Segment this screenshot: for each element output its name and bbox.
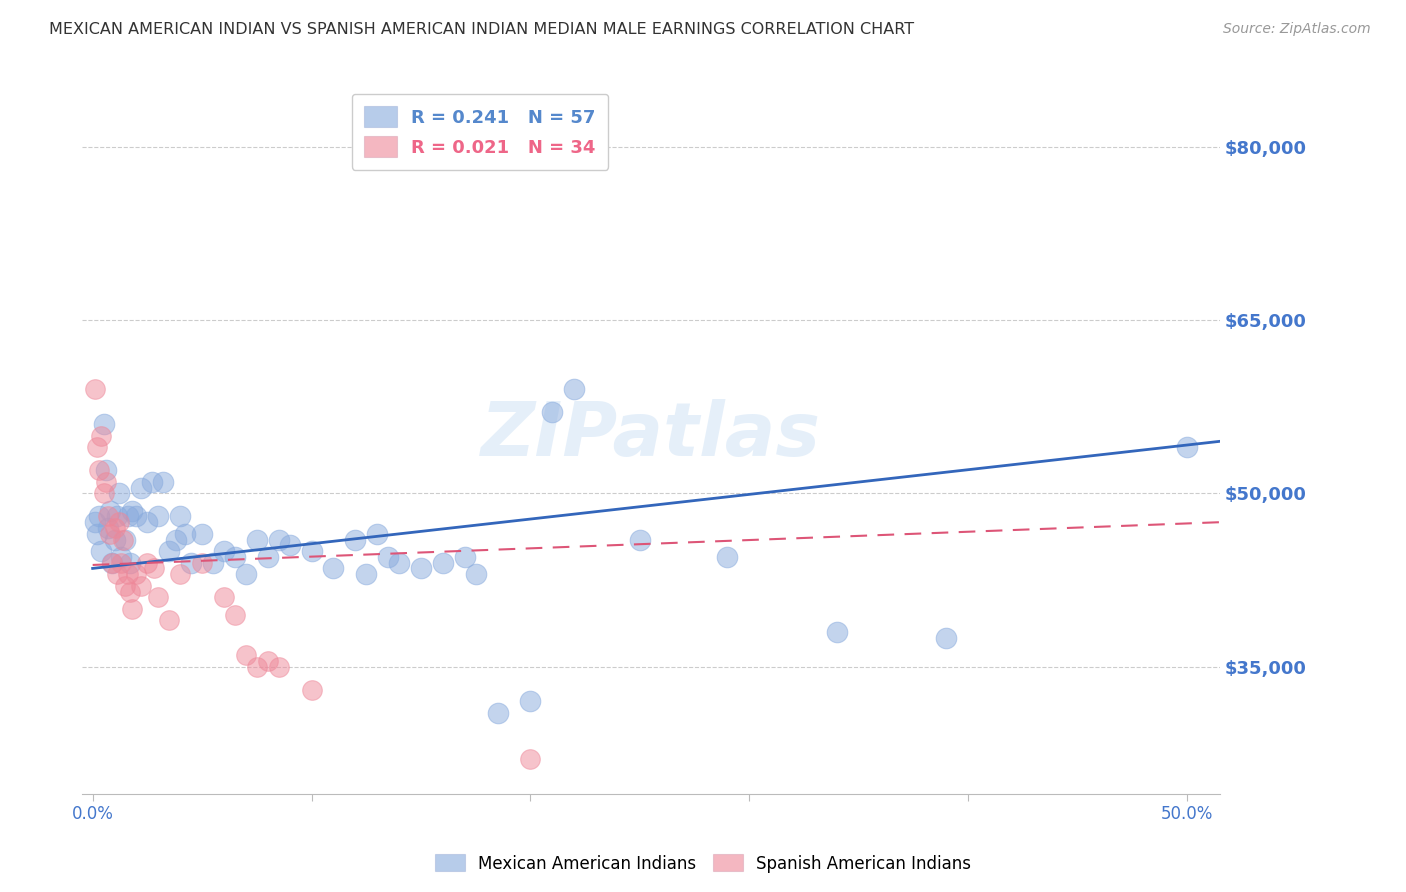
Point: [180, 556, 202, 570]
Point: [301, 682, 323, 697]
Point: [105, 567, 128, 582]
Point: [267, 533, 290, 547]
Point: [93, 417, 115, 431]
Point: [519, 694, 541, 708]
Point: [94, 463, 117, 477]
Point: [148, 509, 170, 524]
Point: [98, 503, 121, 517]
Point: [1175, 440, 1198, 454]
Point: [157, 544, 180, 558]
Point: [191, 556, 214, 570]
Point: [464, 567, 486, 582]
Point: [173, 526, 195, 541]
Point: [165, 533, 187, 547]
Point: [256, 549, 278, 564]
Point: [169, 509, 191, 524]
Point: [246, 659, 269, 673]
Point: [212, 591, 235, 605]
Point: [486, 706, 509, 720]
Point: [157, 614, 180, 628]
Point: [114, 579, 136, 593]
Point: [121, 602, 143, 616]
Point: [136, 556, 159, 570]
Point: [94, 475, 117, 489]
Point: [235, 648, 257, 662]
Point: [90, 544, 112, 558]
Point: [89, 463, 111, 477]
Point: [86, 440, 108, 454]
Text: MEXICAN AMERICAN INDIAN VS SPANISH AMERICAN INDIAN MEDIAN MALE EARNINGS CORRELAT: MEXICAN AMERICAN INDIAN VS SPANISH AMERI…: [49, 22, 914, 37]
Legend: R = 0.241   N = 57, R = 0.021   N = 34: R = 0.241 N = 57, R = 0.021 N = 34: [352, 94, 609, 169]
Point: [388, 556, 411, 570]
Point: [628, 533, 651, 547]
Point: [235, 567, 257, 582]
Text: Source: ZipAtlas.com: Source: ZipAtlas.com: [1223, 22, 1371, 37]
Point: [136, 515, 159, 529]
Point: [224, 549, 246, 564]
Text: ZIPatlas: ZIPatlas: [481, 399, 821, 472]
Point: [432, 556, 454, 570]
Point: [129, 579, 152, 593]
Point: [267, 659, 290, 673]
Legend: Mexican American Indians, Spanish American Indians: Mexican American Indians, Spanish Americ…: [427, 847, 979, 880]
Point: [344, 533, 367, 547]
Point: [191, 526, 214, 541]
Point: [108, 486, 131, 500]
Point: [301, 544, 323, 558]
Point: [86, 526, 108, 541]
Point: [256, 654, 278, 668]
Point: [169, 567, 191, 582]
Point: [97, 521, 120, 535]
Point: [103, 533, 125, 547]
Point: [110, 556, 132, 570]
Point: [110, 549, 132, 564]
Point: [322, 561, 344, 575]
Point: [108, 515, 131, 529]
Point: [118, 556, 141, 570]
Point: [142, 561, 165, 575]
Point: [101, 556, 124, 570]
Point: [93, 486, 115, 500]
Point: [114, 533, 136, 547]
Point: [83, 382, 105, 396]
Point: [354, 567, 377, 582]
Point: [278, 538, 301, 552]
Point: [224, 607, 246, 622]
Point: [246, 533, 269, 547]
Point: [141, 475, 163, 489]
Point: [409, 561, 432, 575]
Point: [935, 631, 957, 645]
Point: [562, 382, 585, 396]
Point: [148, 591, 170, 605]
Point: [118, 584, 141, 599]
Point: [121, 503, 143, 517]
Point: [117, 567, 139, 582]
Point: [125, 509, 148, 524]
Point: [454, 549, 477, 564]
Point: [716, 549, 738, 564]
Point: [98, 526, 121, 541]
Point: [117, 509, 139, 524]
Point: [112, 533, 135, 547]
Point: [541, 405, 564, 419]
Point: [103, 521, 125, 535]
Point: [101, 556, 124, 570]
Point: [202, 556, 225, 570]
Point: [519, 752, 541, 766]
Point: [366, 526, 388, 541]
Point: [212, 544, 235, 558]
Point: [90, 428, 112, 442]
Point: [83, 515, 105, 529]
Point: [825, 624, 848, 639]
Point: [105, 509, 128, 524]
Point: [89, 509, 111, 524]
Point: [129, 481, 152, 495]
Point: [377, 549, 399, 564]
Point: [97, 509, 120, 524]
Point: [152, 475, 174, 489]
Point: [125, 567, 148, 582]
